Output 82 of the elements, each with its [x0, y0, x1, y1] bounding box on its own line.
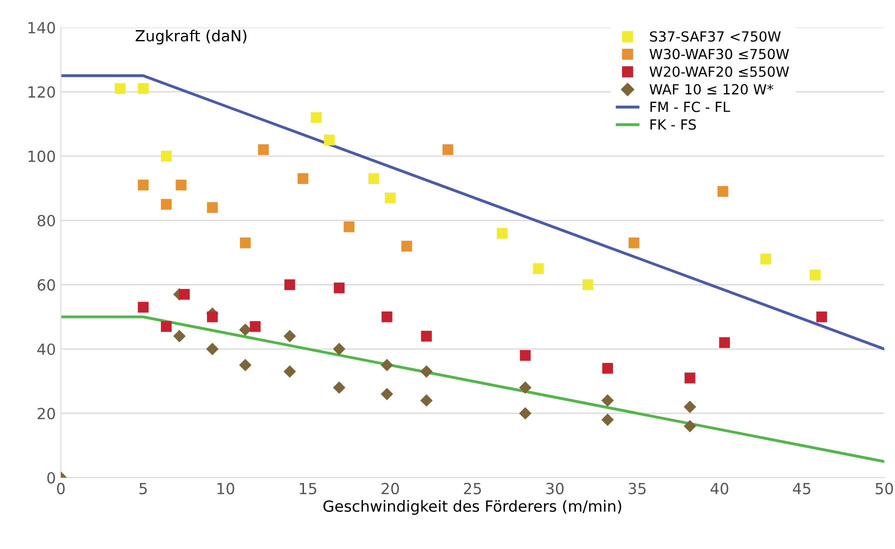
y-axis-title: Zugkraft (daN) [136, 30, 246, 44]
x-tick-label: 45 [792, 482, 810, 494]
x-tick-label: 10 [218, 482, 234, 494]
point [206, 342, 219, 356]
point [332, 342, 346, 356]
point [178, 288, 190, 300]
point [173, 330, 186, 342]
point [332, 381, 346, 394]
x-tick-label: 40 [710, 482, 728, 494]
point [382, 311, 392, 322]
x-tick-label: 50 [876, 482, 893, 494]
point [401, 240, 412, 252]
point [240, 238, 251, 248]
x-tick-label: 0 [57, 482, 65, 494]
point [160, 150, 172, 162]
y-tick-label: 20 [38, 408, 55, 420]
point [324, 134, 335, 146]
point [284, 279, 296, 290]
point [138, 83, 149, 94]
point [310, 112, 322, 123]
x-tick-label: 35 [628, 482, 646, 494]
point [258, 144, 269, 156]
x-tick-label: 15 [300, 482, 316, 494]
point [760, 254, 772, 264]
y-tick-label: 120 [28, 86, 55, 98]
point [138, 302, 149, 313]
point [496, 228, 508, 239]
y-tick-label: 40 [37, 343, 55, 356]
point [442, 144, 454, 156]
point [344, 221, 354, 232]
point [519, 381, 532, 394]
point [160, 321, 172, 332]
y-tick-label: 60 [38, 279, 55, 291]
point [206, 311, 218, 322]
point [250, 321, 261, 332]
point [582, 279, 594, 290]
point [138, 180, 149, 190]
legend-label: FM - FC - FL [650, 102, 730, 112]
y-tick-label: 0 [47, 472, 55, 484]
point [533, 263, 544, 274]
point [284, 365, 296, 378]
point [239, 358, 252, 372]
point [601, 414, 614, 426]
point [284, 330, 296, 342]
x-tick-label: 20 [382, 482, 399, 494]
x-tick-label: 25 [464, 482, 481, 494]
legend-label: FK - FS [650, 119, 696, 130]
point [160, 198, 172, 210]
point [421, 330, 432, 342]
point [380, 388, 394, 400]
legend-label: W30-WAF30 ≤750W [650, 48, 789, 60]
legend-label: WAF 10 ≤ 120 W* [650, 84, 774, 95]
point [176, 180, 186, 190]
point [684, 400, 696, 414]
point [684, 420, 696, 432]
x-axis-title: Geschwindigkeit des Förderers (m/min) [323, 500, 622, 515]
point [298, 173, 308, 184]
point [368, 173, 380, 184]
point [601, 394, 614, 407]
point [684, 372, 696, 384]
y-tick-label: 100 [28, 150, 55, 162]
y-tick-label: 140 [28, 22, 55, 34]
point [717, 186, 728, 197]
x-tick-label: 30 [546, 482, 564, 494]
point [810, 270, 820, 280]
point [384, 192, 396, 204]
legend-label: S37-SAF37 <750W [650, 31, 781, 42]
y-tick-label: 80 [38, 214, 55, 226]
point [519, 407, 532, 420]
point [334, 282, 345, 294]
point [719, 337, 730, 348]
point [602, 362, 613, 374]
point [206, 202, 218, 213]
point [628, 238, 640, 248]
point [420, 365, 433, 378]
point [816, 311, 828, 322]
point [114, 83, 126, 94]
point [420, 394, 433, 407]
legend-label: W20-WAF20 ≤550W [650, 66, 789, 77]
point [380, 358, 394, 372]
point [520, 350, 531, 361]
x-tick-label: 5 [140, 482, 147, 494]
